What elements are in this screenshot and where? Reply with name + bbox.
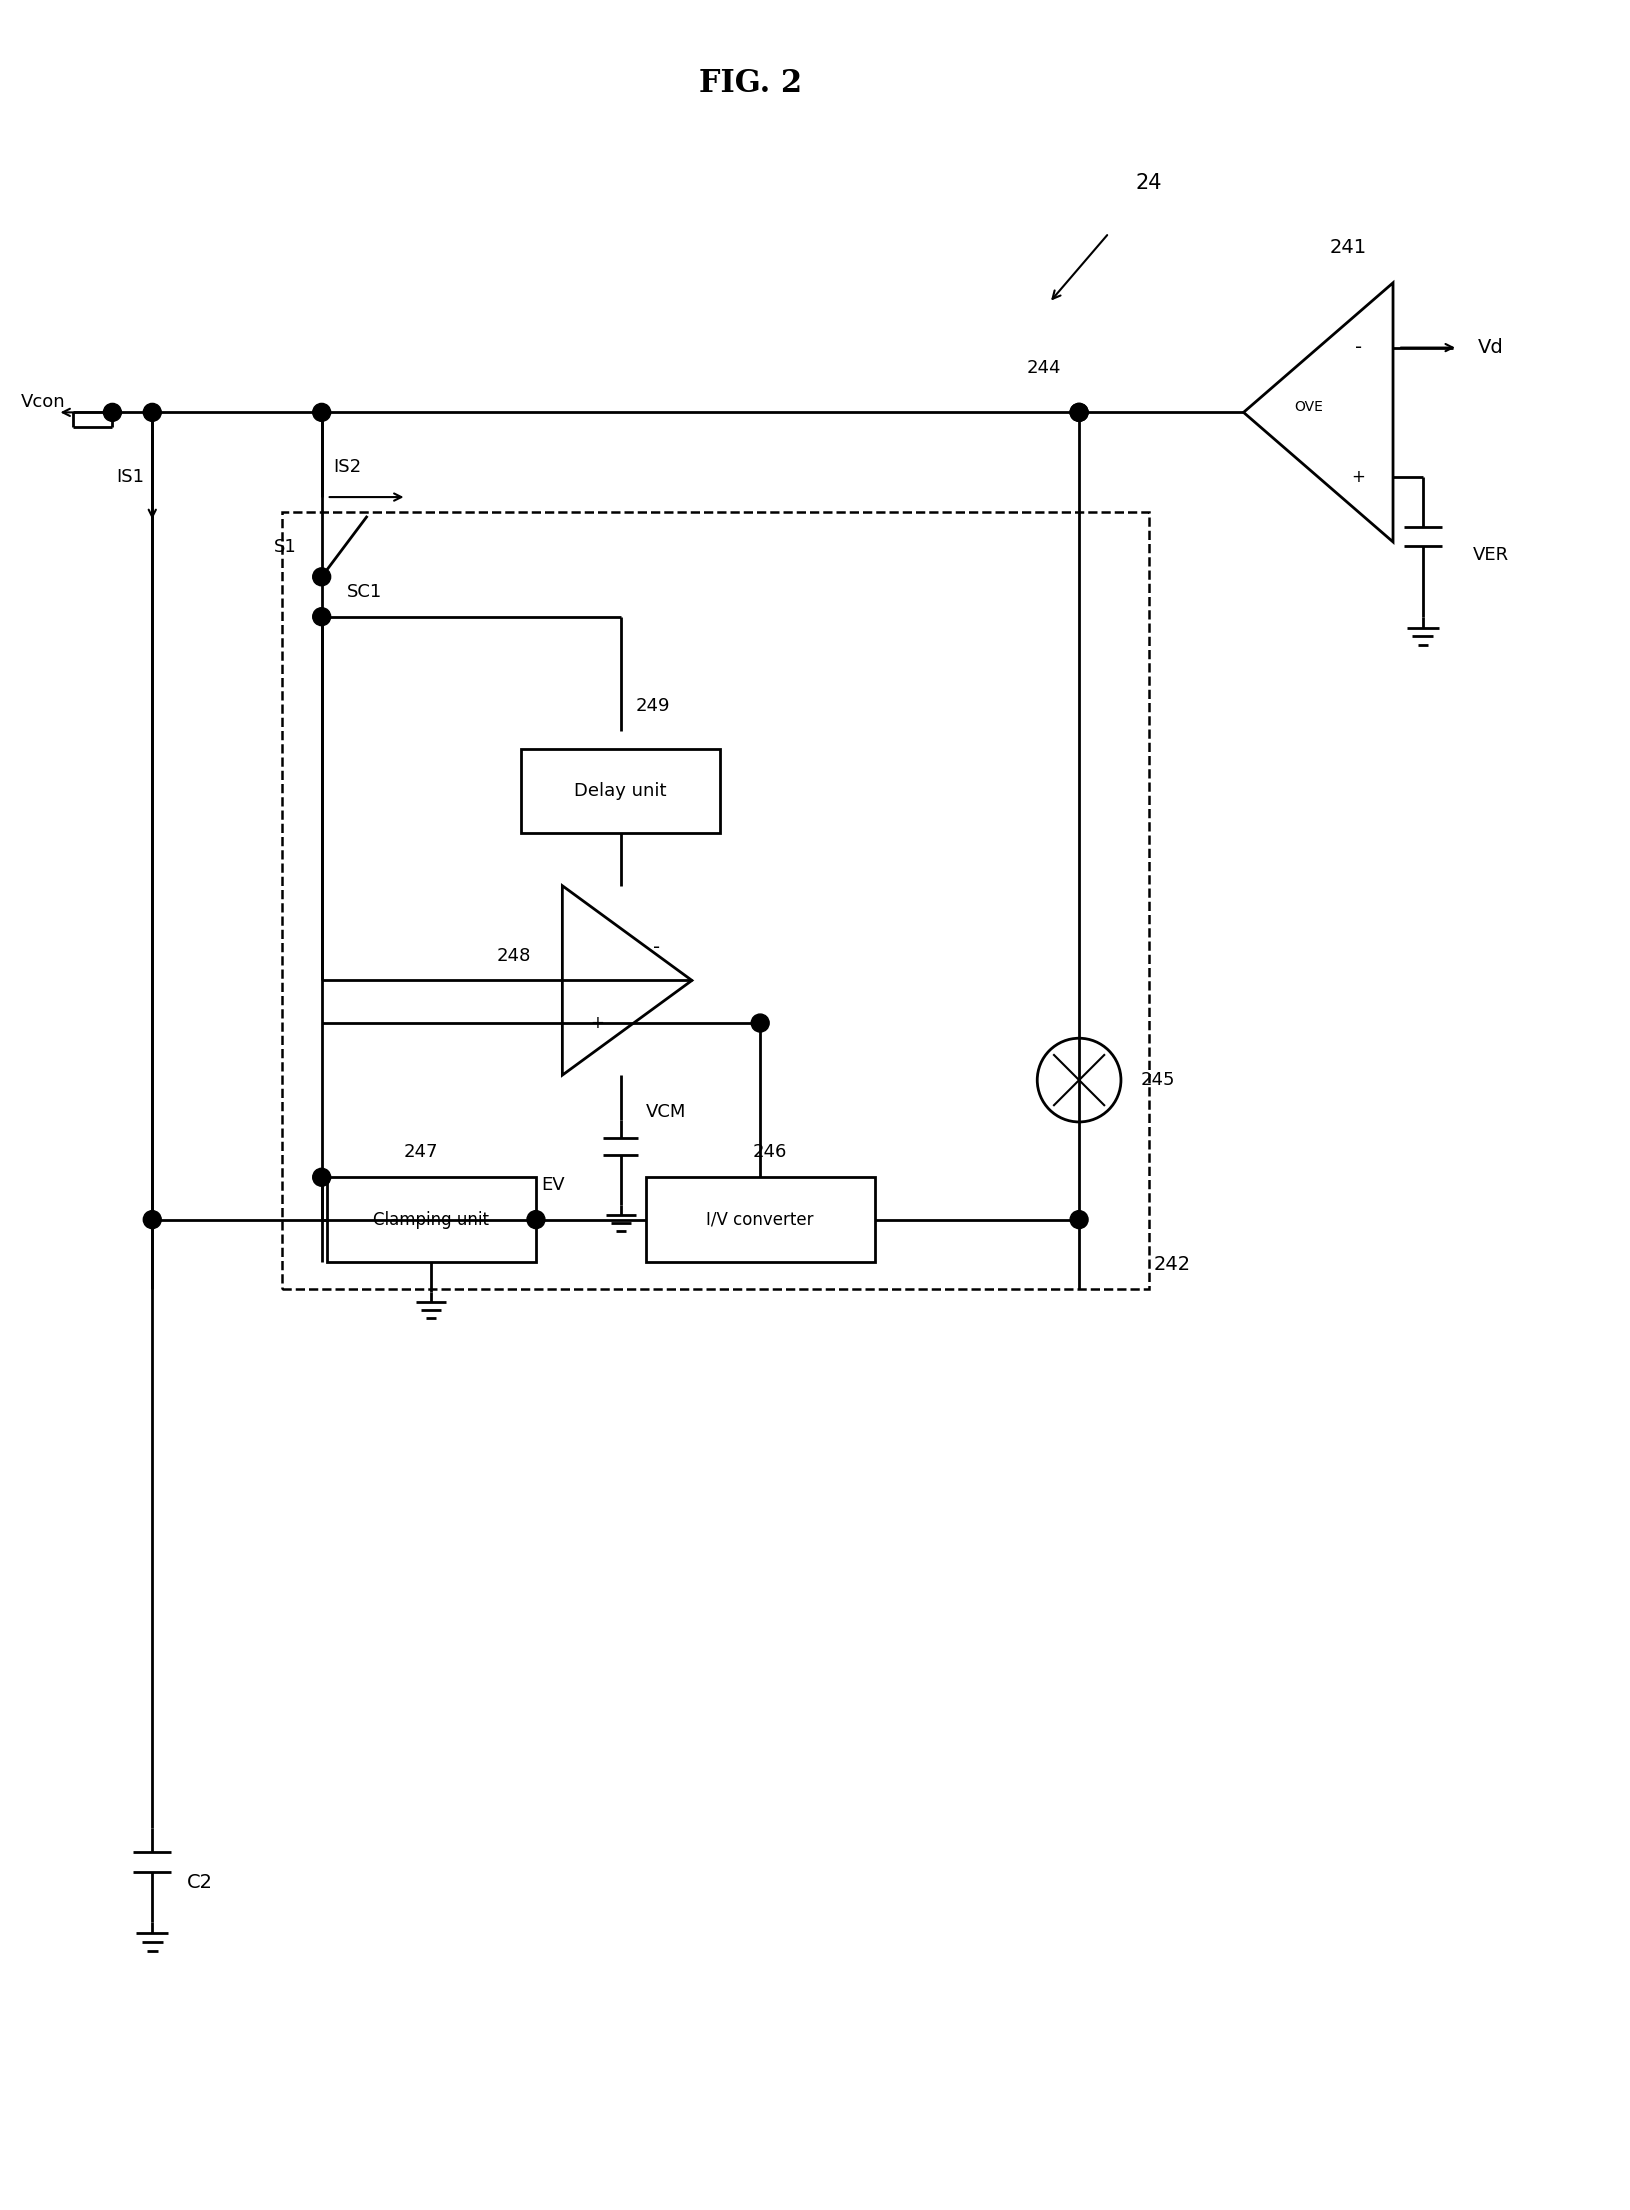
Circle shape (103, 404, 121, 422)
Text: Vcon: Vcon (21, 393, 65, 411)
Text: 247: 247 (404, 1143, 438, 1160)
FancyBboxPatch shape (326, 1178, 536, 1262)
Circle shape (143, 404, 161, 422)
FancyBboxPatch shape (520, 749, 720, 833)
Text: +: + (1350, 469, 1364, 486)
Text: Vd: Vd (1477, 338, 1503, 358)
Circle shape (751, 1014, 769, 1032)
Text: 249: 249 (636, 698, 670, 716)
Text: +: + (590, 1014, 603, 1032)
Text: Delay unit: Delay unit (574, 782, 667, 800)
Text: VCM: VCM (645, 1103, 686, 1120)
Text: 24: 24 (1134, 172, 1162, 192)
Text: 245: 245 (1141, 1072, 1175, 1090)
FancyBboxPatch shape (645, 1178, 874, 1262)
Text: VER: VER (1472, 546, 1508, 564)
Circle shape (1069, 1211, 1087, 1229)
Text: OVE: OVE (1293, 400, 1322, 415)
Circle shape (1069, 404, 1087, 422)
Circle shape (313, 404, 331, 422)
Circle shape (143, 1211, 161, 1229)
Text: 246: 246 (753, 1143, 787, 1160)
Text: 248: 248 (496, 946, 531, 964)
Text: -: - (1355, 338, 1361, 358)
Text: 244: 244 (1027, 358, 1061, 376)
Text: 242: 242 (1152, 1255, 1190, 1273)
Text: 241: 241 (1328, 239, 1366, 256)
Text: S1: S1 (274, 537, 297, 557)
Text: C2: C2 (187, 1872, 214, 1892)
Text: I/V converter: I/V converter (706, 1211, 813, 1229)
Text: IS1: IS1 (116, 469, 143, 486)
Circle shape (313, 608, 331, 625)
Text: -: - (654, 937, 660, 957)
Text: Clamping unit: Clamping unit (373, 1211, 489, 1229)
Text: FIG. 2: FIG. 2 (698, 69, 802, 99)
Circle shape (313, 1169, 331, 1187)
Text: IS2: IS2 (334, 457, 362, 475)
Text: SC1: SC1 (347, 583, 381, 601)
Bar (282, 513, 1148, 1288)
Circle shape (526, 1211, 544, 1229)
Circle shape (313, 568, 331, 586)
Text: EV: EV (541, 1176, 564, 1193)
Circle shape (1069, 404, 1087, 422)
